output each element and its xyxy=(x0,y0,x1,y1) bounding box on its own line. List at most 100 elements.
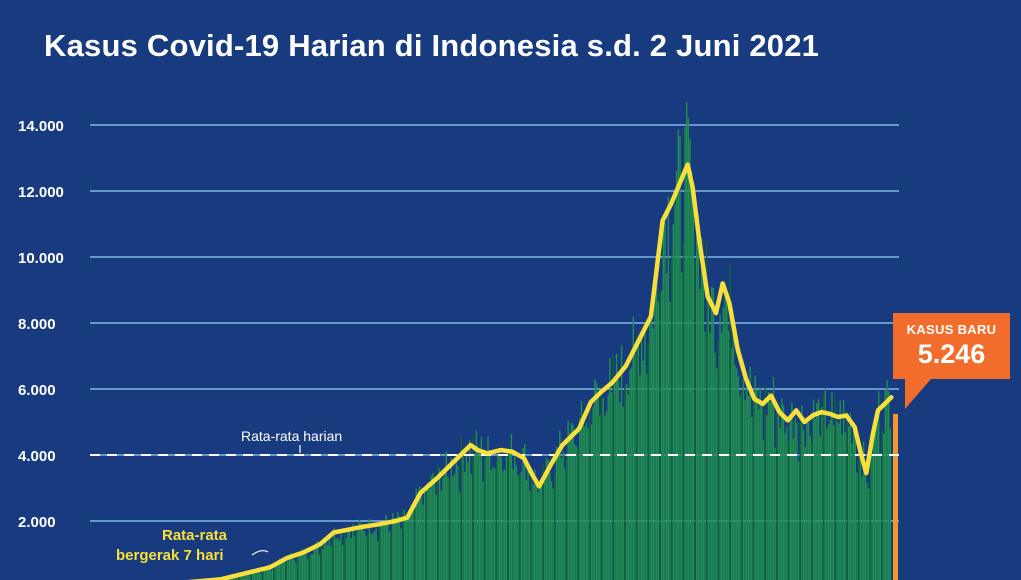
daily-bar xyxy=(669,301,671,580)
daily-bar xyxy=(620,345,623,580)
daily-bar xyxy=(577,448,579,580)
daily-bar xyxy=(766,415,768,580)
daily-bar xyxy=(487,436,489,580)
daily-bar xyxy=(275,564,277,580)
daily-bar xyxy=(692,182,695,580)
daily-bar xyxy=(519,475,521,580)
daily-bar xyxy=(674,204,676,580)
daily-bar xyxy=(245,571,247,580)
daily-bar xyxy=(834,395,836,580)
daily-bar xyxy=(826,428,828,580)
daily-bar xyxy=(236,575,239,580)
daily-bar xyxy=(814,418,816,580)
daily-bar xyxy=(250,570,252,580)
daily-bar xyxy=(520,471,523,580)
daily-bar xyxy=(602,398,604,580)
daily-bar xyxy=(438,468,441,580)
daily-bar xyxy=(445,451,447,580)
daily-bar xyxy=(812,399,815,580)
daily-bar xyxy=(547,459,549,580)
daily-bar xyxy=(862,441,865,580)
daily-bar xyxy=(322,549,324,580)
daily-bar xyxy=(317,541,319,580)
daily-bar xyxy=(507,452,509,580)
daily-bar xyxy=(455,458,457,580)
daily-bar xyxy=(614,383,616,580)
daily-bar xyxy=(726,290,728,580)
daily-bar xyxy=(711,286,713,580)
daily-bar xyxy=(397,511,399,580)
daily-bar xyxy=(665,273,668,580)
daily-bar xyxy=(427,482,429,580)
daily-bar xyxy=(515,465,518,580)
daily-bar xyxy=(300,551,302,580)
daily-bar xyxy=(524,443,526,580)
daily-bar xyxy=(574,444,576,580)
daily-bar xyxy=(824,388,826,580)
daily-bar xyxy=(360,523,362,580)
latest-cases-callout: KASUS BARU 5.246 xyxy=(893,313,1010,379)
daily-bar xyxy=(497,455,499,580)
daily-bar xyxy=(407,517,409,580)
daily-bar xyxy=(377,541,379,580)
daily-bar xyxy=(779,427,781,580)
daily-bar xyxy=(472,435,474,580)
daily-bar xyxy=(639,374,641,580)
daily-bar xyxy=(353,536,356,580)
daily-bar xyxy=(488,450,491,580)
daily-bar xyxy=(303,555,306,580)
daily-bar xyxy=(854,433,857,580)
daily-bar xyxy=(635,337,638,580)
daily-bar xyxy=(503,469,506,580)
daily-bar xyxy=(774,447,776,580)
daily-bar xyxy=(510,434,513,580)
daily-bar xyxy=(534,469,536,580)
daily-bar xyxy=(467,462,469,580)
daily-bar xyxy=(368,518,371,580)
daily-bar xyxy=(327,545,329,580)
daily-bar xyxy=(589,402,591,580)
daily-bar xyxy=(457,465,459,580)
daily-bar xyxy=(706,242,708,580)
daily-bar xyxy=(821,407,823,580)
daily-bar xyxy=(285,559,287,580)
daily-bar xyxy=(470,474,473,580)
daily-bar xyxy=(849,413,852,580)
daily-bar xyxy=(580,400,583,580)
daily-bar xyxy=(413,504,416,580)
daily-bar xyxy=(680,272,683,580)
daily-bar xyxy=(290,553,292,580)
daily-bar xyxy=(387,522,389,580)
daily-bar xyxy=(784,433,786,580)
daily-bar xyxy=(311,554,314,580)
daily-bar xyxy=(682,241,685,580)
daily-bar xyxy=(388,531,391,580)
daily-bar xyxy=(532,484,534,580)
callout-pointer xyxy=(905,379,931,409)
daily-bar xyxy=(839,400,841,580)
daily-bar xyxy=(305,547,307,580)
daily-bar xyxy=(807,422,810,580)
daily-bar xyxy=(392,513,394,580)
daily-bar xyxy=(587,427,589,580)
daily-bar xyxy=(732,334,735,580)
daily-bar xyxy=(490,470,493,580)
daily-bar xyxy=(248,572,250,580)
moving-average-label-line1: Rata-rata xyxy=(162,527,228,544)
daily-bar xyxy=(340,529,342,580)
daily-bar xyxy=(619,402,621,580)
daily-bar xyxy=(350,538,352,580)
daily-bar xyxy=(502,470,504,580)
daily-bar xyxy=(584,426,586,580)
daily-bar xyxy=(694,260,696,580)
daily-bar xyxy=(887,391,890,580)
daily-bar xyxy=(612,354,614,580)
daily-bar xyxy=(662,222,665,580)
latest-day-bar xyxy=(893,413,898,580)
daily-bar xyxy=(585,422,588,580)
daily-bar xyxy=(383,522,386,580)
daily-bar xyxy=(610,391,613,580)
daily-bar xyxy=(746,384,748,580)
daily-bar xyxy=(485,456,488,580)
daily-bar xyxy=(637,339,639,580)
